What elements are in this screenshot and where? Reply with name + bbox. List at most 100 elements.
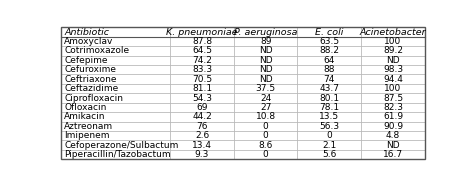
- Bar: [298, 93, 361, 103]
- Text: 27: 27: [260, 103, 271, 112]
- Bar: [170, 74, 234, 84]
- Text: Imipenem: Imipenem: [64, 131, 109, 140]
- Bar: [298, 37, 361, 46]
- Text: 87.8: 87.8: [192, 37, 212, 46]
- Text: ND: ND: [259, 65, 273, 74]
- Text: 82.3: 82.3: [383, 103, 403, 112]
- Text: 43.7: 43.7: [319, 84, 339, 93]
- Bar: [234, 103, 298, 112]
- Bar: [298, 46, 361, 56]
- Bar: [298, 131, 361, 140]
- Bar: [361, 74, 425, 84]
- Text: 10.8: 10.8: [255, 112, 276, 121]
- Text: 0: 0: [263, 150, 269, 159]
- Bar: [234, 122, 298, 131]
- Bar: [361, 131, 425, 140]
- Bar: [61, 56, 170, 65]
- Text: 44.2: 44.2: [192, 112, 212, 121]
- Text: 69: 69: [196, 103, 208, 112]
- Bar: [234, 131, 298, 140]
- Bar: [170, 103, 234, 112]
- Text: 61.9: 61.9: [383, 112, 403, 121]
- Text: Aztreonam: Aztreonam: [64, 122, 113, 131]
- Text: 83.3: 83.3: [192, 65, 212, 74]
- Text: Cefuroxime: Cefuroxime: [64, 65, 116, 74]
- Text: Cefoperazone/Sulbactum: Cefoperazone/Sulbactum: [64, 141, 178, 150]
- Bar: [361, 37, 425, 46]
- Bar: [61, 140, 170, 150]
- Bar: [234, 27, 298, 37]
- Bar: [61, 150, 170, 159]
- Bar: [61, 27, 170, 37]
- Text: 74: 74: [324, 75, 335, 84]
- Bar: [61, 112, 170, 122]
- Text: 54.3: 54.3: [192, 94, 212, 102]
- Text: Ceftriaxone: Ceftriaxone: [64, 75, 117, 84]
- Text: 8.6: 8.6: [258, 141, 273, 150]
- Text: 90.9: 90.9: [383, 122, 403, 131]
- Text: 24: 24: [260, 94, 271, 102]
- Text: Cefepime: Cefepime: [64, 56, 108, 65]
- Bar: [234, 140, 298, 150]
- Text: ND: ND: [259, 46, 273, 56]
- Text: 56.3: 56.3: [319, 122, 339, 131]
- Text: 64.5: 64.5: [192, 46, 212, 56]
- Text: 74.2: 74.2: [192, 56, 212, 65]
- Text: 9.3: 9.3: [195, 150, 209, 159]
- Bar: [234, 150, 298, 159]
- Text: 0: 0: [263, 131, 269, 140]
- Bar: [298, 74, 361, 84]
- Bar: [361, 93, 425, 103]
- Text: 89: 89: [260, 37, 272, 46]
- Text: 80.1: 80.1: [319, 94, 339, 102]
- Bar: [298, 112, 361, 122]
- Text: Amikacin: Amikacin: [64, 112, 106, 121]
- Text: 16.7: 16.7: [383, 150, 403, 159]
- Bar: [361, 27, 425, 37]
- Text: 70.5: 70.5: [192, 75, 212, 84]
- Bar: [170, 46, 234, 56]
- Text: Antibiotic: Antibiotic: [64, 28, 109, 37]
- Bar: [361, 140, 425, 150]
- Text: 63.5: 63.5: [319, 37, 339, 46]
- Text: P. aeruginosa: P. aeruginosa: [234, 28, 297, 37]
- Text: 64: 64: [324, 56, 335, 65]
- Text: 89.2: 89.2: [383, 46, 403, 56]
- Text: 2.1: 2.1: [322, 141, 337, 150]
- Bar: [234, 74, 298, 84]
- Bar: [361, 56, 425, 65]
- Bar: [298, 56, 361, 65]
- Text: 88: 88: [324, 65, 335, 74]
- Text: 5.6: 5.6: [322, 150, 337, 159]
- Bar: [234, 56, 298, 65]
- Text: 76: 76: [196, 122, 208, 131]
- Text: 0: 0: [327, 131, 332, 140]
- Bar: [298, 65, 361, 74]
- Text: Acinetobacter: Acinetobacter: [360, 28, 426, 37]
- Text: 4.8: 4.8: [386, 131, 400, 140]
- Bar: [361, 150, 425, 159]
- Bar: [298, 150, 361, 159]
- Text: E. coli: E. coli: [315, 28, 344, 37]
- Bar: [61, 74, 170, 84]
- Bar: [170, 65, 234, 74]
- Text: 13.4: 13.4: [192, 141, 212, 150]
- Text: ND: ND: [386, 56, 400, 65]
- Text: 88.2: 88.2: [319, 46, 339, 56]
- Bar: [361, 46, 425, 56]
- Bar: [361, 65, 425, 74]
- Bar: [61, 131, 170, 140]
- Text: ND: ND: [259, 75, 273, 84]
- Text: 98.3: 98.3: [383, 65, 403, 74]
- Bar: [170, 150, 234, 159]
- Text: 87.5: 87.5: [383, 94, 403, 102]
- Text: Amoxyclav: Amoxyclav: [64, 37, 113, 46]
- Text: 81.1: 81.1: [192, 84, 212, 93]
- Text: 0: 0: [263, 122, 269, 131]
- Bar: [234, 65, 298, 74]
- Text: 13.5: 13.5: [319, 112, 339, 121]
- Bar: [361, 103, 425, 112]
- Bar: [234, 93, 298, 103]
- Bar: [170, 56, 234, 65]
- Text: 94.4: 94.4: [383, 75, 403, 84]
